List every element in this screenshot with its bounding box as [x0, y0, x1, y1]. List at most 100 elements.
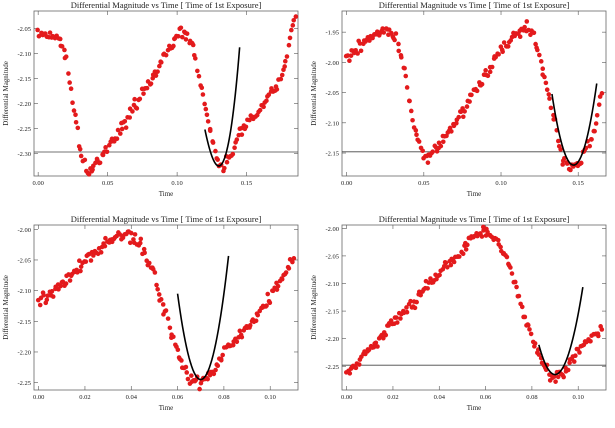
data-point	[171, 43, 176, 49]
data-point	[156, 292, 162, 297]
data-point	[396, 41, 401, 47]
data-point	[414, 299, 419, 305]
x-tick-label: 0.10	[171, 180, 182, 187]
plot-frame	[341, 10, 607, 177]
data-point	[47, 30, 53, 35]
data-point	[195, 68, 200, 74]
y-tick-label: -2.20	[17, 101, 31, 108]
x-tick-label: 0.10	[265, 394, 276, 401]
data-point	[449, 129, 454, 134]
data-point	[599, 327, 605, 332]
data-point	[509, 271, 515, 276]
data-point	[474, 88, 480, 94]
data-point	[234, 137, 240, 142]
data-point	[86, 172, 92, 177]
data-point	[275, 283, 281, 289]
data-point	[524, 19, 530, 24]
data-point	[373, 340, 379, 346]
data-point	[247, 323, 253, 328]
data-point	[68, 86, 74, 92]
data-point	[404, 85, 410, 90]
data-point	[178, 25, 184, 31]
data-point	[286, 266, 292, 271]
data-point	[230, 151, 236, 157]
data-point	[561, 374, 566, 380]
data-point	[261, 104, 266, 110]
data-point	[185, 376, 191, 382]
data-point	[266, 92, 272, 98]
data-point	[355, 51, 360, 56]
data-point	[479, 234, 485, 239]
data-point	[404, 309, 410, 315]
data-point	[393, 31, 399, 36]
data-point	[380, 26, 385, 31]
data-point	[196, 73, 202, 79]
data-point	[180, 34, 185, 40]
data-point	[291, 256, 297, 261]
data-point	[535, 47, 540, 53]
y-tick-label: -2.15	[17, 76, 31, 83]
data-point	[381, 335, 386, 341]
data-point	[392, 37, 397, 43]
data-point	[451, 259, 457, 265]
data-point	[460, 251, 466, 257]
data-point	[207, 128, 213, 134]
data-point	[505, 44, 511, 49]
data-point	[234, 339, 240, 345]
data-point	[115, 127, 121, 133]
data-point	[171, 334, 176, 340]
data-point	[504, 254, 510, 260]
data-point	[367, 38, 372, 43]
data-point	[154, 282, 159, 288]
y-axis-label: Differential Magnitude	[2, 275, 10, 340]
data-point	[220, 352, 225, 358]
data-point	[179, 358, 184, 363]
data-point	[237, 328, 243, 334]
data-point	[548, 105, 554, 111]
data-point	[155, 286, 160, 292]
data-point	[73, 119, 79, 125]
data-point	[447, 125, 453, 131]
x-tick-label: 0.00	[33, 394, 44, 401]
x-tick-label: 0.15	[573, 180, 584, 187]
data-point	[528, 331, 534, 337]
data-point	[137, 240, 143, 246]
data-point	[495, 237, 501, 243]
data-point	[82, 157, 88, 163]
data-point	[205, 376, 210, 382]
light-curve-chart-2: Differential Magnitude vs Time [ Time of…	[310, 0, 607, 198]
data-point	[243, 124, 249, 130]
data-point	[67, 80, 72, 85]
data-point	[147, 260, 152, 266]
y-tick-label: -2.10	[17, 288, 31, 295]
data-point	[78, 264, 84, 269]
data-point	[514, 284, 519, 290]
y-tick-label: -2.15	[17, 319, 31, 326]
data-point	[531, 30, 537, 36]
chart-title: Differential Magnitude vs Time [ Time of…	[71, 214, 262, 224]
data-point	[230, 342, 236, 348]
data-point	[138, 236, 144, 242]
light-curve-chart-3: Differential Magnitude vs Time [ Time of…	[2, 214, 299, 412]
data-point	[394, 315, 399, 320]
data-point	[197, 386, 202, 392]
data-point	[517, 34, 523, 40]
data-point	[416, 139, 422, 144]
light-curve-chart-4: Differential Magnitude vs Time [ Time of…	[310, 214, 607, 412]
data-point	[443, 260, 449, 266]
fit-curve	[538, 287, 584, 376]
data-point	[97, 160, 103, 166]
data-point	[489, 64, 495, 70]
data-point	[283, 270, 289, 275]
data-point	[119, 126, 125, 132]
data-point	[564, 161, 570, 166]
data-point	[437, 272, 442, 278]
data-point	[193, 56, 198, 61]
data-point	[265, 291, 271, 297]
data-point	[445, 264, 450, 270]
data-point	[513, 279, 518, 285]
data-point	[88, 258, 94, 263]
data-point	[41, 292, 46, 298]
y-tick-label: -2.20	[325, 336, 339, 343]
data-point	[555, 374, 561, 380]
